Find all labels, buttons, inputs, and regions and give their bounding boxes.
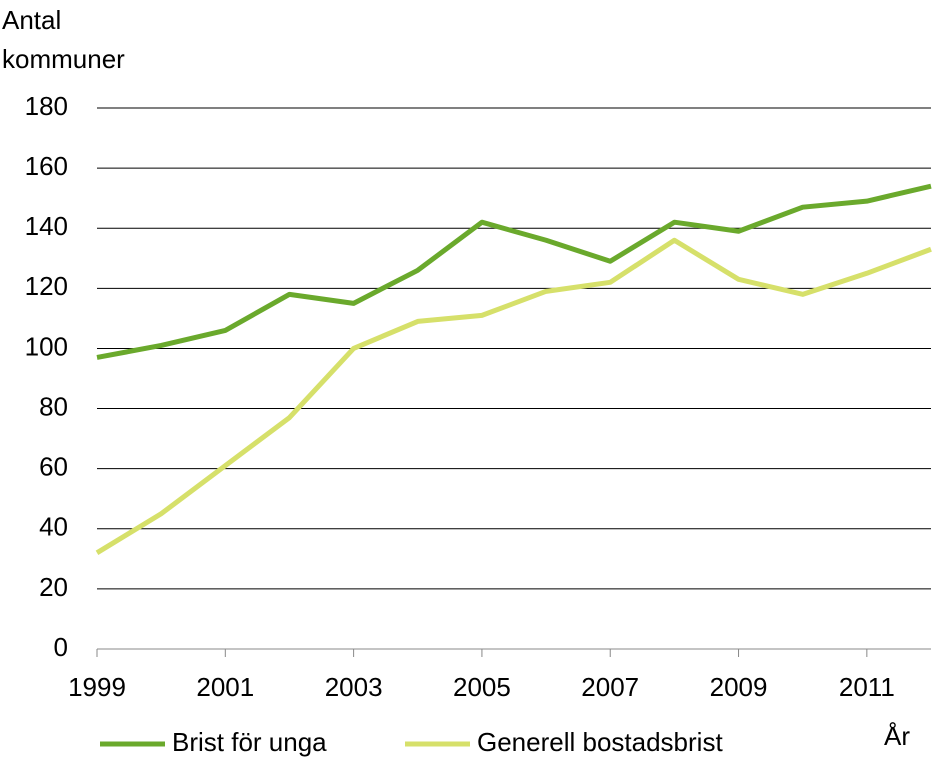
y-tick-label: 60 (39, 452, 68, 482)
x-tick-label: 2005 (453, 672, 511, 702)
y-axis-label: Antal (2, 5, 61, 35)
y-tick-label: 180 (25, 91, 68, 121)
x-tick-label: 2009 (710, 672, 768, 702)
data-line (96, 183, 932, 360)
legend-label: Brist för unga (172, 727, 327, 757)
x-tick-label: 2007 (581, 672, 639, 702)
x-tick-label: 1999 (68, 672, 126, 702)
y-tick-label: 0 (54, 632, 68, 662)
x-tick-label: 2001 (196, 672, 254, 702)
legend-label: Generell bostadsbrist (477, 727, 723, 757)
x-tick-label: 2003 (325, 672, 383, 702)
x-axis-label: År (884, 721, 910, 751)
y-tick-label: 40 (39, 512, 68, 542)
y-axis-label: kommuner (2, 44, 125, 74)
y-tick-label: 140 (25, 211, 68, 241)
data-line (95, 237, 932, 555)
y-tick-label: 100 (25, 331, 68, 361)
y-tick-label: 160 (25, 151, 68, 181)
y-tick-label: 120 (25, 271, 68, 301)
x-tick-label: 2011 (839, 672, 895, 702)
y-tick-label: 80 (39, 391, 68, 421)
y-tick-label: 20 (39, 572, 68, 602)
